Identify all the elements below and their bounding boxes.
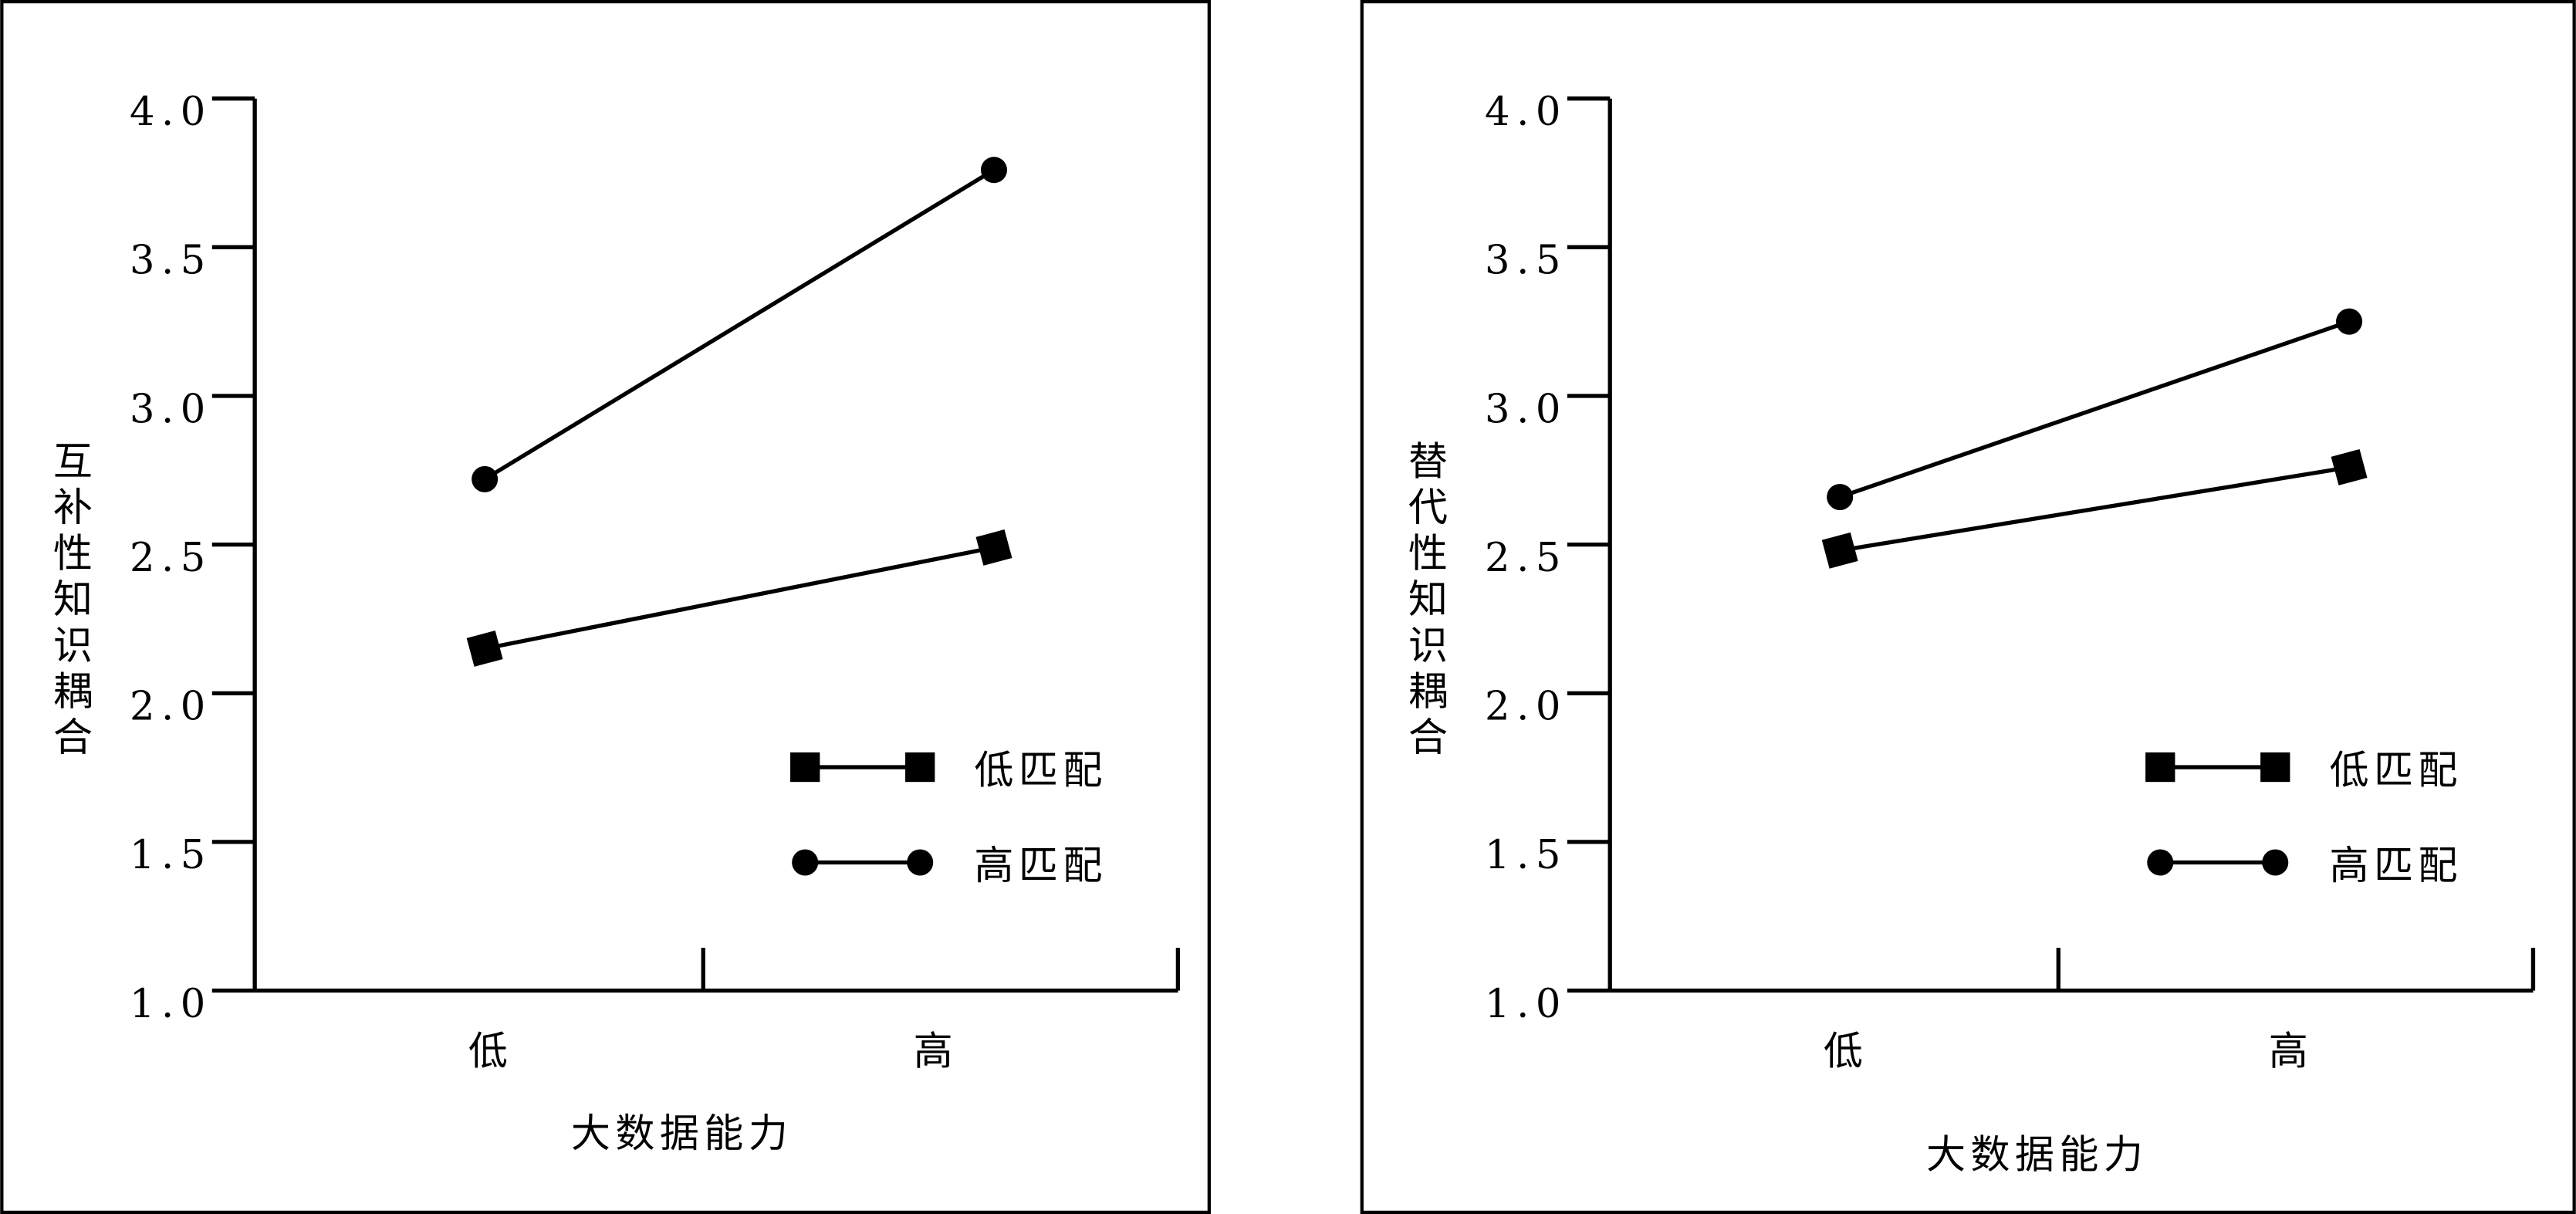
legend-marker <box>790 752 820 783</box>
data-line <box>1839 320 2350 499</box>
marker-square <box>1821 532 1858 569</box>
y-tick-label: 4.0 <box>130 90 212 135</box>
legend-marker <box>905 752 935 783</box>
x-tick-label: 低 <box>468 1030 508 1075</box>
marker-square <box>466 630 503 667</box>
data-line <box>484 545 995 651</box>
x-tick-label: 高 <box>2269 1030 2308 1075</box>
y-tick-label: 2.0 <box>130 685 212 730</box>
marker-circle <box>472 465 499 492</box>
legend-label: 低匹配 <box>2330 749 2463 794</box>
y-axis-label: 替代性知识耦合 <box>1401 440 1447 762</box>
y-tick-label: 1.5 <box>130 833 212 878</box>
x-axis-label: 大数据能力 <box>1926 1133 2148 1178</box>
legend-marker <box>2147 849 2174 876</box>
legend-label: 高匹配 <box>974 844 1107 889</box>
y-tick-label: 1.5 <box>1485 833 1567 878</box>
y-tick-label: 1.0 <box>1485 982 1567 1027</box>
legend-marker <box>2145 752 2175 783</box>
marker-square <box>2331 448 2368 485</box>
panel-frame <box>0 0 1211 1214</box>
marker-circle <box>980 157 1008 184</box>
y-tick-label: 3.5 <box>1485 238 1567 284</box>
legend-marker <box>792 849 819 876</box>
data-line <box>483 167 996 482</box>
legend-marker <box>2260 752 2290 783</box>
y-tick-label: 2.0 <box>1485 685 1567 730</box>
y-tick-label: 2.5 <box>1485 536 1567 581</box>
y-tick-label: 3.0 <box>130 387 212 432</box>
x-tick-label: 低 <box>1824 1030 1863 1075</box>
y-axis-label: 互补性知识耦合 <box>46 440 92 762</box>
marker-square <box>975 529 1012 566</box>
panel-frame <box>1360 0 2576 1214</box>
y-tick-label: 2.5 <box>130 536 212 581</box>
y-tick-label: 3.0 <box>1485 387 1567 432</box>
y-tick-label: 4.0 <box>1485 90 1567 135</box>
y-tick-label: 1.0 <box>130 982 212 1027</box>
y-tick-label: 3.5 <box>130 238 212 284</box>
x-axis-label: 大数据能力 <box>571 1111 793 1157</box>
marker-circle <box>2336 308 2363 335</box>
marker-circle <box>1827 483 1854 511</box>
legend-label: 低匹配 <box>974 749 1107 794</box>
legend-marker <box>907 849 934 876</box>
legend-label: 高匹配 <box>2330 844 2463 889</box>
legend-marker <box>2262 849 2289 876</box>
x-tick-label: 高 <box>914 1030 953 1075</box>
data-line <box>1839 465 2350 553</box>
